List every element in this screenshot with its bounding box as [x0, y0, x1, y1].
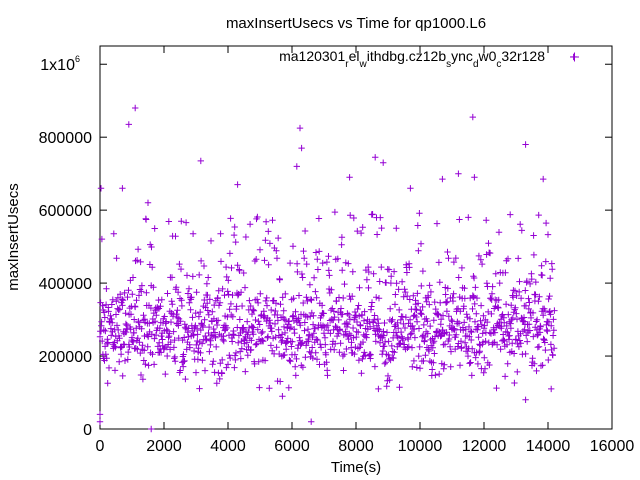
- x-axis: 0 2000 4000 6000 8000 10000 12000 14000 16000: [96, 46, 635, 455]
- y-tick-label: 600000: [39, 203, 92, 220]
- y-axis-label: maxInsertUsecs: [5, 183, 22, 291]
- x-axis-label: Time(s): [331, 459, 381, 476]
- legend: ma120301relwithdbg.cz12bsyncdw0c32r128: [279, 48, 579, 70]
- series-markers: [96, 53, 577, 433]
- x-tick-label: 8000: [338, 438, 374, 455]
- x-tick-label: 6000: [274, 438, 310, 455]
- x-tick-label: 4000: [210, 438, 246, 455]
- chart-title: maxInsertUsecs vs Time for qp1000.L6: [226, 15, 486, 32]
- x-tick-label: 14000: [526, 438, 571, 455]
- x-tick-label: 2000: [146, 438, 182, 455]
- y-tick-label: 200000: [39, 349, 92, 366]
- y-tick-label: 1x106: [40, 54, 80, 74]
- y-axis: 0 200000 400000 600000 800000 1x106: [39, 54, 612, 439]
- x-tick-label: 10000: [398, 438, 443, 455]
- y-tick-label: 400000: [39, 276, 92, 293]
- plot-frame: [99, 45, 613, 430]
- y-tick-label: 0: [83, 422, 92, 439]
- x-tick-label: 12000: [462, 438, 507, 455]
- x-tick-label: 16000: [590, 438, 635, 455]
- legend-label: ma120301relwithdbg.cz12bsyncdw0c32r128: [279, 48, 545, 70]
- legend-marker: [570, 52, 579, 62]
- x-tick-label: 0: [96, 438, 105, 455]
- y-tick-label: 800000: [39, 130, 92, 147]
- plot-border: [99, 45, 613, 430]
- series-points: [96, 53, 577, 433]
